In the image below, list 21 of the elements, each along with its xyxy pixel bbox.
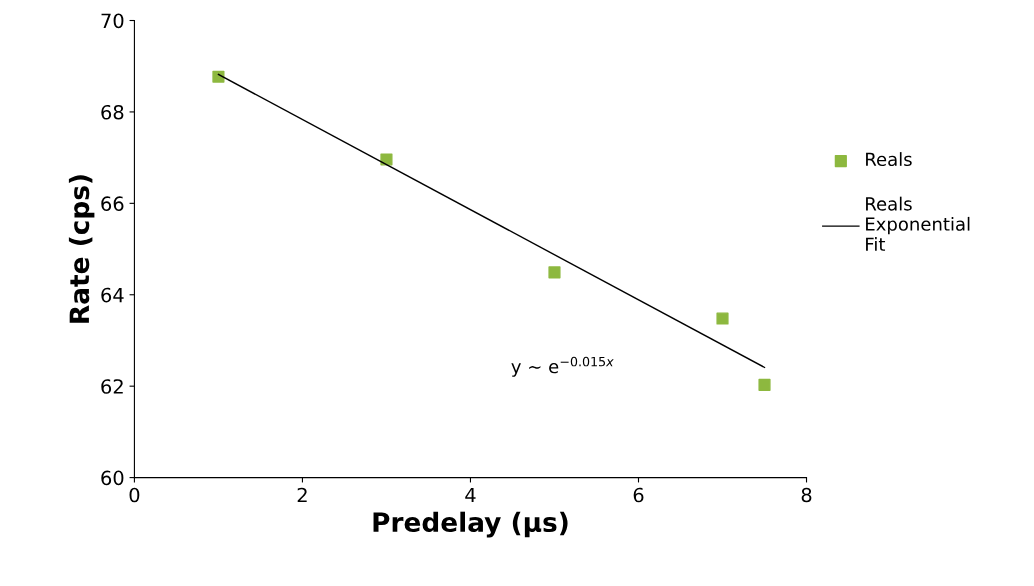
x-tick-label: 6 (633, 487, 644, 503)
point (548, 266, 561, 279)
x-tick-label: 2 (297, 487, 307, 503)
y-tick-label: 70 (101, 13, 124, 29)
y-axis-title: Rate (cps) (68, 175, 95, 323)
legend-label: Reals (866, 152, 912, 167)
y-tick-label: 62 (101, 379, 123, 394)
x-tick-label: 8 (801, 487, 812, 503)
y-tick-label: 68 (101, 104, 124, 120)
x-axis-title: Predelay (µs) (373, 511, 568, 538)
legend-label: Reals Exponential Fit (866, 196, 970, 251)
y-tick-label: 66 (101, 196, 124, 212)
point (212, 70, 225, 83)
x-tick-label: 0 (129, 487, 140, 503)
point (758, 378, 771, 391)
y-tick-label: 64 (101, 287, 124, 303)
annotation: y ~ e$^{−0.015x}$ (511, 356, 614, 377)
x-tick-label: 4 (465, 487, 476, 503)
point (380, 153, 393, 166)
y-tick-label: 60 (101, 470, 124, 486)
point (716, 312, 729, 325)
